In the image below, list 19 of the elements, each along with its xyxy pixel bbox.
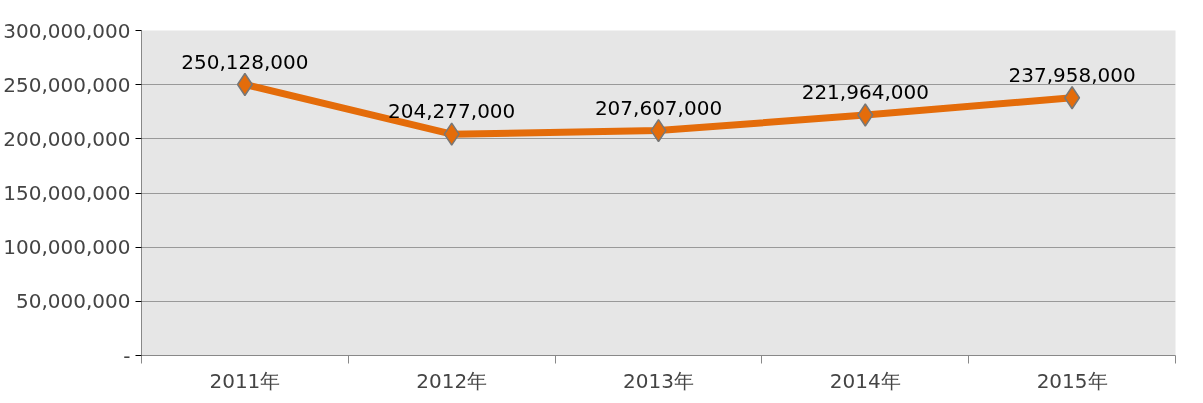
y-tick-label: - xyxy=(123,343,131,368)
point xyxy=(857,103,874,127)
data-label: 250,128,000 xyxy=(181,49,309,74)
y-tick-label: 300,000,000 xyxy=(3,18,131,43)
data-label: 204,277,000 xyxy=(388,99,516,124)
y-tick-label: 250,000,000 xyxy=(3,72,131,97)
y-tick-label: 150,000,000 xyxy=(3,181,131,205)
data-label: 207,607,000 xyxy=(594,95,723,120)
x-tick-label: 2013年 xyxy=(623,368,694,393)
x-tick-label: 2015年 xyxy=(1036,368,1108,393)
data-label: 237,958,000 xyxy=(1008,62,1136,87)
x-tick-label: 2014年 xyxy=(829,368,901,393)
y-tick-label: 100,000,000 xyxy=(3,235,131,260)
data-label: 221,964,000 xyxy=(801,80,929,105)
point xyxy=(443,122,460,146)
y-tick-label: 50,000,000 xyxy=(15,289,131,314)
y-tick-label: 200,000,000 xyxy=(3,126,131,151)
x-tick-label: 2011年 xyxy=(209,368,281,393)
x-tick-label: 2012年 xyxy=(416,368,488,393)
